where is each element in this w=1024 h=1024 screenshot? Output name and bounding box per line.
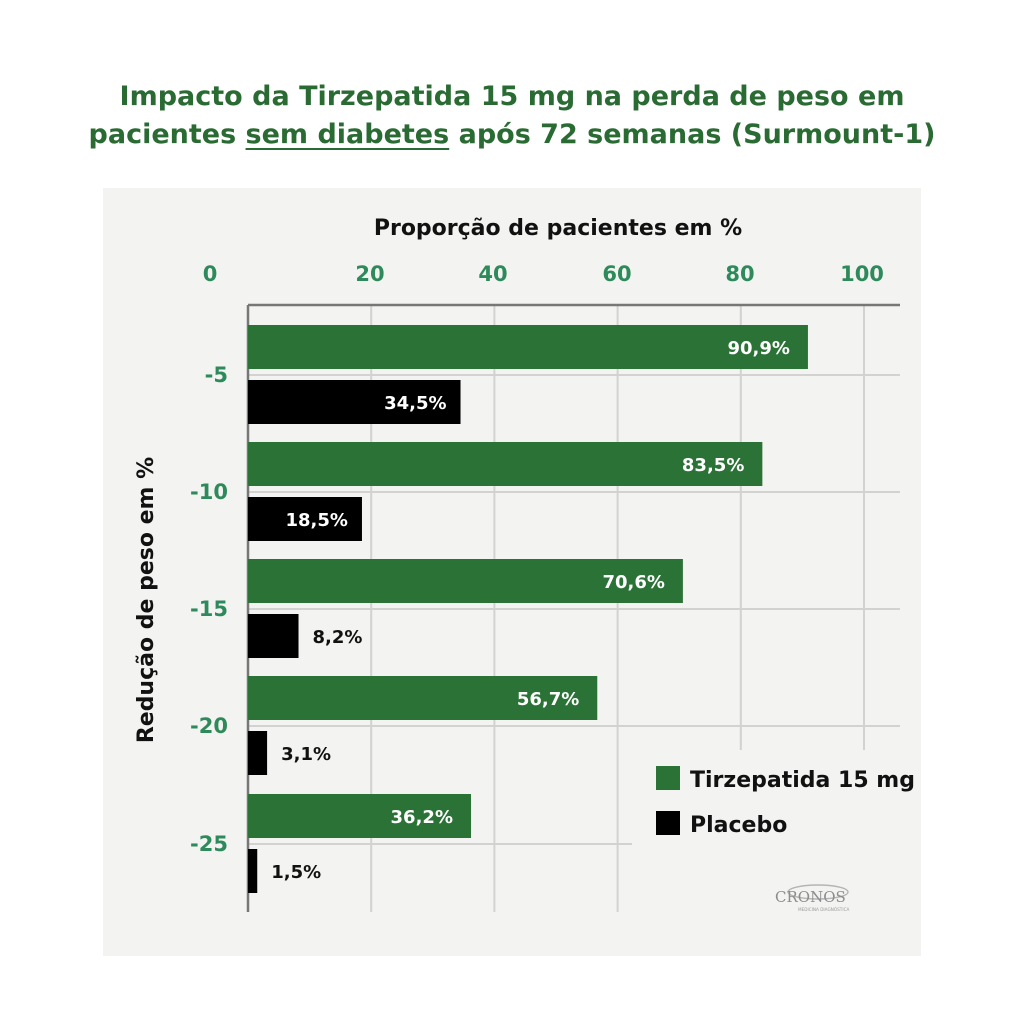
- data-label-placebo: 8,2%: [313, 627, 363, 648]
- x-tick-label: 40: [478, 262, 507, 286]
- data-label-placebo: 34,5%: [384, 393, 446, 414]
- bar-placebo: [248, 731, 268, 775]
- y-tick-label: -20: [190, 714, 228, 738]
- data-label-tirzepatida: 90,9%: [727, 338, 789, 359]
- bar-tirzepatida: [248, 325, 808, 369]
- y-axis-title: Redução de peso em %: [134, 457, 159, 743]
- y-tick-label: -25: [190, 832, 228, 856]
- bar-placebo: [248, 614, 299, 658]
- bar-tirzepatida: [248, 676, 598, 720]
- bar-placebo: [248, 497, 362, 541]
- bar-tirzepatida: [248, 559, 683, 603]
- bar-tirzepatida: [248, 794, 471, 838]
- chart-title-line-2: pacientes sem diabetes após 72 semanas (…: [40, 116, 984, 154]
- data-label-placebo: 18,5%: [286, 510, 348, 531]
- data-label-placebo: 3,1%: [281, 744, 331, 765]
- data-label-tirzepatida: 56,7%: [517, 689, 579, 710]
- x-tick-label: 100: [840, 262, 884, 286]
- bar-placebo: [248, 380, 461, 424]
- y-tick-label: -5: [205, 363, 228, 387]
- x-tick-label: 20: [355, 262, 384, 286]
- y-tick-label: -10: [190, 480, 228, 504]
- title-text-sem-diabetes: sem diabetes: [245, 119, 450, 150]
- x-tick-label: 0: [203, 262, 218, 286]
- bar-tirzepatida: [248, 442, 763, 486]
- data-label-tirzepatida: 70,6%: [602, 572, 664, 593]
- data-label-tirzepatida: 83,5%: [682, 455, 744, 476]
- chart-title: Impacto da Tirzepatida 15 mg na perda de…: [40, 78, 984, 154]
- x-tick-label: 80: [725, 262, 754, 286]
- y-tick-label: -15: [190, 597, 228, 621]
- logo-subtitle-text: MEDICINA DIAGNÓSTICA: [798, 907, 850, 912]
- legend-label-tirzepatida: Tirzepatida 15 mg: [690, 768, 915, 793]
- title-text-apos: após 72 semanas (Surmount-1): [449, 119, 936, 150]
- legend-label-placebo: Placebo: [690, 813, 787, 838]
- chart-title-line-1: Impacto da Tirzepatida 15 mg na perda de…: [119, 81, 905, 112]
- cronos-logo: CRONOS MEDICINA DIAGNÓSTICA: [775, 884, 850, 912]
- logo-brand-text: CRONOS: [775, 888, 846, 906]
- data-label-placebo: 1,5%: [271, 862, 321, 883]
- title-text-pacientes: pacientes: [88, 119, 246, 150]
- bar-placebo: [248, 849, 258, 893]
- x-tick-label: 60: [602, 262, 631, 286]
- legend-swatch-placebo: [656, 811, 680, 835]
- legend-swatch-tirzepatida: [656, 766, 680, 790]
- x-axis-title: Proporção de pacientes em %: [374, 216, 742, 241]
- data-label-tirzepatida: 36,2%: [391, 807, 453, 828]
